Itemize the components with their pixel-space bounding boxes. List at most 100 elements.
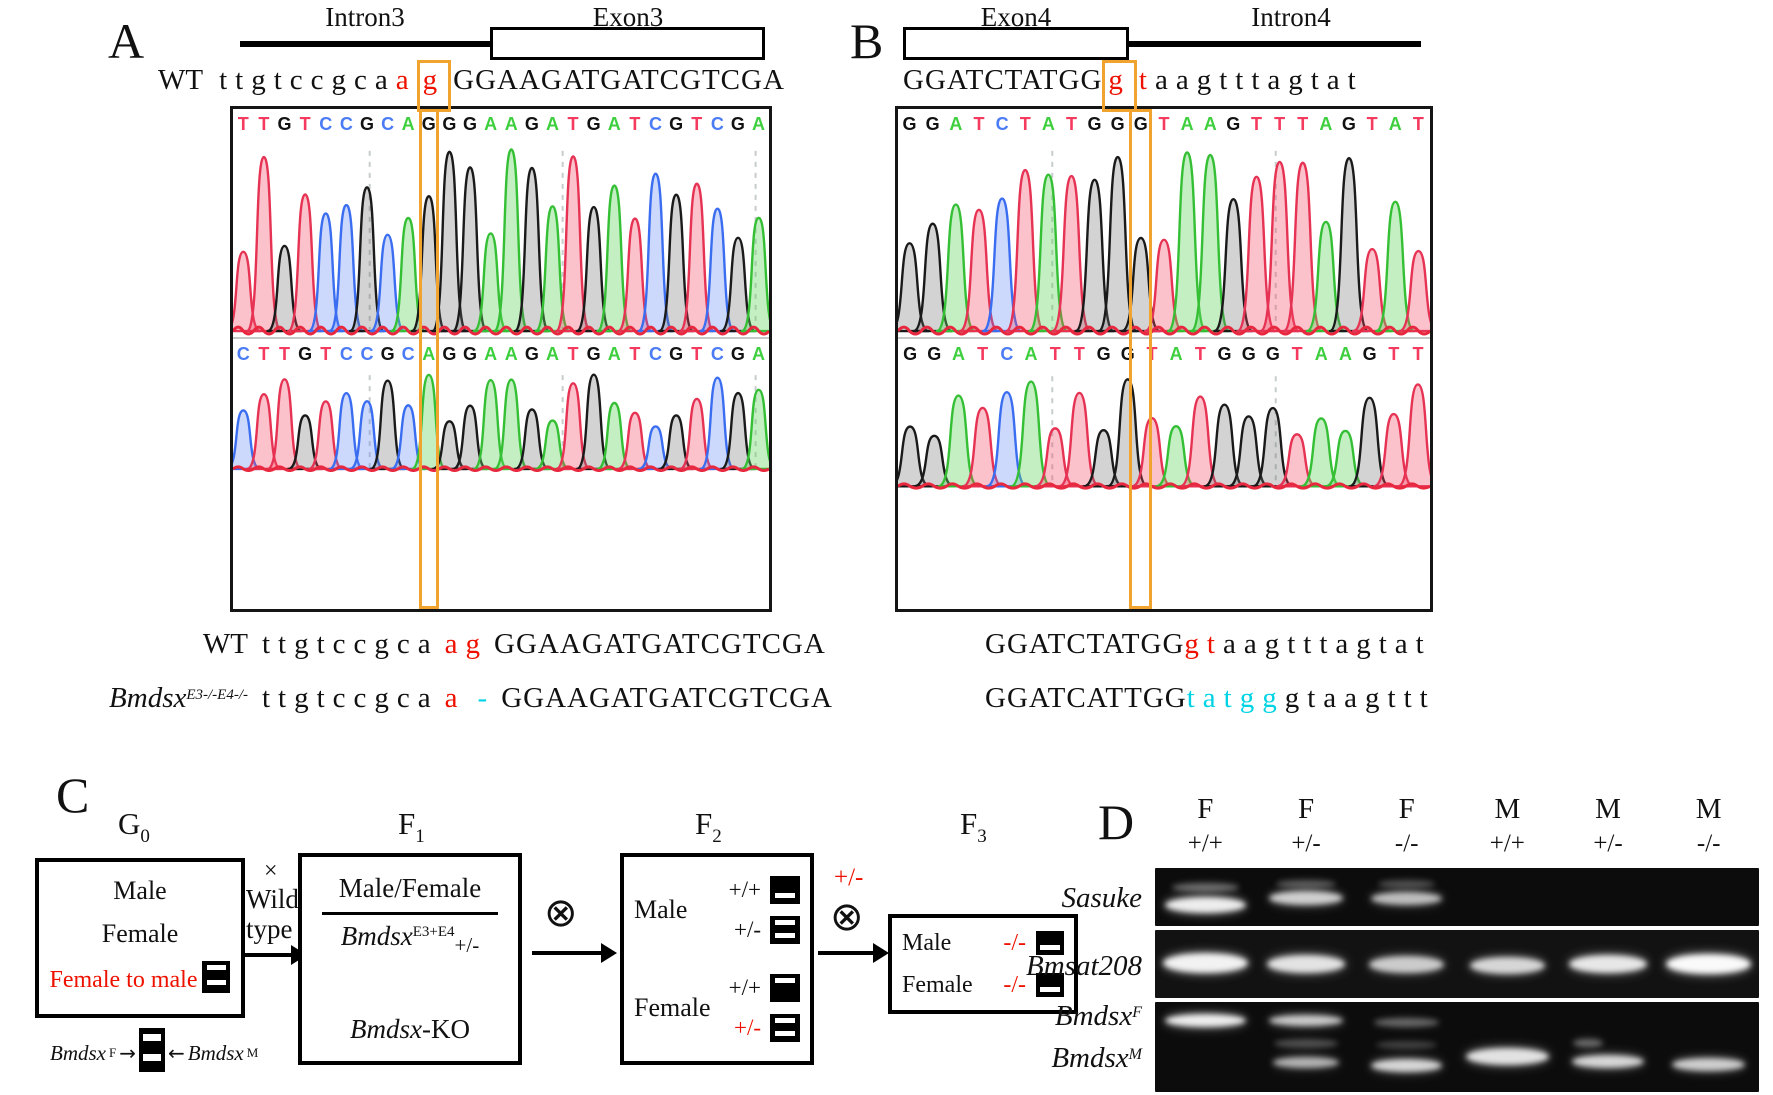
right-arrow-icon: → (119, 1041, 136, 1065)
f3-male-row: Male -/- (902, 930, 1064, 957)
base-letter: A (607, 113, 621, 134)
genotype-row: +/- (729, 1014, 800, 1042)
legend-bmdsxM-gene: Bmdsx (187, 1040, 244, 1065)
base-letter: G (586, 113, 601, 134)
base-letter: A (484, 343, 498, 364)
base-letter: A (607, 343, 621, 364)
genotype-text: +/- (733, 917, 761, 942)
sequence-segment: GGATCATTGG (985, 682, 1187, 714)
exon4-box (903, 27, 1129, 60)
gel-band (1568, 955, 1648, 973)
generation-g0-label: G0 (118, 806, 150, 848)
base-letter: T (1388, 343, 1400, 364)
bmdsxM-gene: Bmdsx (1051, 1042, 1129, 1074)
base-letter: C (710, 343, 724, 364)
base-letter: T (258, 113, 270, 134)
panel-b-alignment: GGATCTATGG gt aagtttagtat GGATCATTGG tatgg gt… (985, 628, 1436, 736)
base-letter: C (401, 343, 415, 364)
lane-header-M+/+: M +/+ (1457, 793, 1558, 858)
lane-header-F+/-: F +/- (1256, 793, 1357, 858)
sequencing-trace (233, 139, 769, 337)
base-letter: T (973, 113, 985, 134)
intron3-label: Intron3 (325, 2, 405, 32)
base-letter: C (1000, 343, 1014, 364)
lane-header-F-/-: F -/- (1356, 793, 1457, 858)
gel-band (1268, 891, 1344, 906)
bmdsxM-sup: M (1128, 1046, 1142, 1063)
base-letter: T (629, 343, 641, 364)
gel-band-mark (774, 1030, 796, 1036)
base-letter: A (1041, 113, 1055, 134)
base-letter: T (1065, 113, 1077, 134)
gel-band (1165, 897, 1246, 914)
base-letter: G (442, 343, 457, 364)
gel-band-legend: Bmdsx F → ← Bmdsx M (50, 1028, 258, 1078)
lane-header-F+/+: F +/+ (1155, 793, 1256, 858)
base-letter: A (1024, 343, 1038, 364)
gel-pattern-icon-FM (202, 961, 231, 993)
intron4-line (1129, 41, 1421, 47)
gel-lane-headers: F +/+ F +/- F -/- M +/+ M +/- M -/- (1155, 793, 1759, 858)
sequence-segment: ag (444, 628, 489, 660)
gel-band (1666, 954, 1751, 974)
panel-c-label: C (56, 767, 90, 823)
base-letter: G (902, 113, 917, 134)
base-letter: G (925, 113, 940, 134)
fraction-line (322, 912, 498, 915)
panel-a-alignment: WT ttgtccgca ag GGAAGATGATCGTCGA BmdsxE3-/-E… (86, 628, 833, 736)
base-letter: C (381, 113, 395, 134)
base-letter: A (949, 113, 963, 134)
base-letter: T (1250, 113, 1262, 134)
base-letter: T (279, 343, 291, 364)
gel-band (1275, 879, 1337, 888)
sequence-segment: a (444, 682, 466, 714)
base-letter: A (401, 113, 415, 134)
base-letter: T (1274, 113, 1286, 134)
f2-male-group: Male +/+ +/- (634, 876, 800, 944)
gel-pattern-icon-F (770, 974, 800, 1002)
base-letter: G (421, 113, 436, 134)
arrow-f1-to-f2 (532, 943, 617, 963)
lane-genotype: +/+ (1187, 830, 1223, 857)
panel-b-wt-sequence: GGATCTATGG g taagtttagtat (903, 60, 1364, 112)
gel-band (1374, 1018, 1439, 1028)
base-letter: A (1319, 113, 1333, 134)
base-letter: G (442, 113, 457, 134)
base-letter: G (359, 113, 374, 134)
gel-band-mark (206, 980, 226, 986)
lane-sex: M (1494, 793, 1521, 825)
lane-sex: M (1595, 793, 1621, 825)
gel-pattern-icon-FM (139, 1028, 165, 1072)
genotype-text: -/- (1003, 929, 1026, 956)
base-letter: G (927, 343, 942, 364)
base-letter: A (545, 343, 559, 364)
base-letter: A (1388, 113, 1402, 134)
sex-label: Female (634, 993, 711, 1022)
base-letter: A (422, 343, 436, 364)
sequence-alignment-row: BmdsxE3-/-E4-/- ttgtccgca a - GGAAGATGATCGTC… (86, 682, 833, 736)
base-letter: A (504, 113, 518, 134)
splice-site-base-boxed: g (1102, 60, 1137, 112)
base-letter: T (1291, 343, 1303, 364)
sequence-segment: tatgg (1186, 682, 1285, 714)
gel-band-mark (774, 977, 796, 983)
gel-pattern-icon-FM (770, 1014, 800, 1042)
sex-label: Male (902, 929, 952, 956)
gel-band (1172, 883, 1239, 893)
sequence-segment: t (1138, 64, 1155, 96)
lane-sex: M (1695, 793, 1722, 825)
f3-female-row: Female -/- (902, 972, 1064, 999)
base-letter: C (710, 113, 724, 134)
f1-main: F (398, 806, 416, 841)
bmdsxF-sup: F (1132, 1004, 1142, 1021)
base-letter: T (1049, 343, 1061, 364)
f2-box: Male +/+ +/- Female +/+ +/- (620, 853, 814, 1065)
sequence-alignment-row: GGATCATTGG tatgg gtaagttt (985, 682, 1436, 736)
panel-a-label: A (108, 13, 145, 69)
sequence-segment: GGATCTATGG (985, 628, 1185, 660)
sequence-segment: a (395, 64, 417, 96)
